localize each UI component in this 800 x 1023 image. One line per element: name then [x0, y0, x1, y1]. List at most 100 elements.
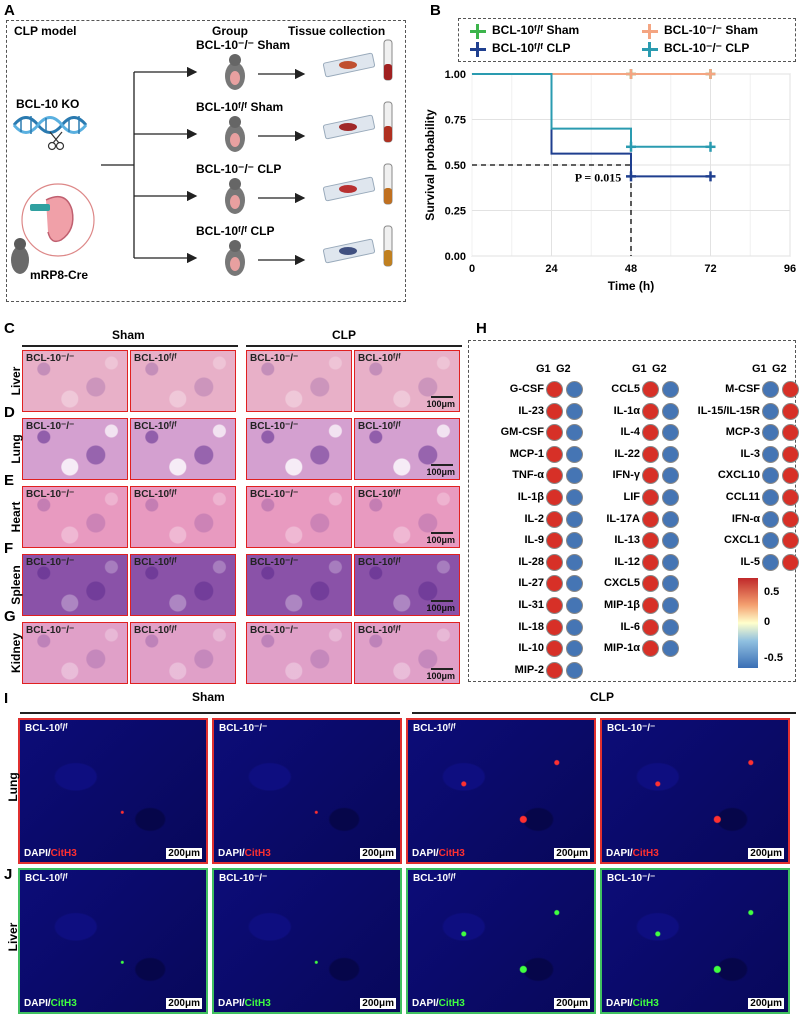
- fluo-image-lung-2: BCL-10ᶠ/ᶠ DAPI/CitH3 200μm: [406, 718, 596, 864]
- heatmap-cell-g1: [762, 532, 779, 550]
- genotype-label: BCL-10⁻/⁻: [607, 873, 656, 884]
- genotype-label: BCL-10ᶠ/ᶠ: [134, 557, 177, 568]
- fluo-sham-line: [20, 712, 400, 714]
- legend-symbol: [470, 42, 486, 57]
- heatmap-row-label: IL-1α: [613, 404, 640, 417]
- stain-dapi: DAPI/: [412, 848, 439, 859]
- group-label-2: BCL-10ᶠ/ᶠ Sham: [196, 100, 284, 114]
- histo-row-label-lung: Lung: [9, 434, 23, 464]
- scale-text: 200μm: [748, 998, 784, 1009]
- x-tick-label: 0: [469, 263, 475, 275]
- heatmap-row-label: MIP-2: [514, 663, 544, 676]
- scale-bar: [431, 396, 453, 398]
- panel-label-i: I: [4, 690, 9, 707]
- heatmap-cell-g1: [642, 424, 659, 442]
- heatmap-cell-g2: [782, 467, 799, 485]
- stain-dapi: DAPI/: [606, 848, 633, 859]
- heatmap-cell-g2: [662, 640, 679, 658]
- heatmap-cell-g1: [546, 402, 563, 420]
- stain-label: DAPI/CitH3: [606, 998, 659, 1009]
- stain-label: DAPI/CitH3: [412, 848, 465, 859]
- heatmap-cell-g1: [642, 467, 659, 485]
- histo-image-lung-2: BCL-10⁻/⁻: [246, 418, 352, 480]
- panel-label-a: A: [4, 2, 15, 19]
- heatmap-row-label: IL-18: [518, 620, 544, 633]
- stain-label: DAPI/CitH3: [218, 848, 271, 859]
- colorbar-tick-low: -0.5: [764, 652, 783, 664]
- histo-row-label-liver: Liver: [9, 366, 23, 396]
- heatmap-cell-g1: [762, 381, 779, 398]
- genotype-label: BCL-10⁻/⁻: [250, 421, 299, 432]
- heatmap-row-label: CCL5: [611, 383, 640, 395]
- heatmap-cell-g2: [782, 489, 799, 506]
- heatmap-cell-g1: [762, 445, 779, 463]
- stain-marker: CitH3: [50, 998, 77, 1009]
- heatmap-cell-g1: [546, 553, 563, 571]
- fluo-row-label-liver: Liver: [6, 922, 20, 952]
- genotype-label: BCL-10⁻/⁻: [26, 489, 75, 500]
- genotype-label: BCL-10ᶠ/ᶠ: [25, 723, 68, 734]
- histo-image-heart-2: BCL-10⁻/⁻: [246, 486, 352, 548]
- histo-row-label-spleen: Spleen: [9, 565, 23, 605]
- scale-text: 200μm: [554, 848, 590, 859]
- scale-text: 100μm: [426, 399, 455, 409]
- heatmap-cell-g1: [642, 510, 659, 528]
- legend-symbol: [642, 24, 658, 39]
- fluo-image-liver-2: BCL-10ᶠ/ᶠ DAPI/CitH3 200μm: [406, 868, 596, 1014]
- heatmap-row-label: M-CSF: [725, 383, 760, 395]
- histo-image-spleen-0: BCL-10⁻/⁻: [22, 554, 128, 616]
- heatmap-cell-g1: [642, 402, 659, 420]
- heatmap-cell-g1: [642, 553, 659, 571]
- heatmap-cell-g1: [546, 489, 563, 506]
- heatmap-cell-g2: [662, 553, 679, 571]
- scale-bar: [431, 668, 453, 670]
- panel-label-h: H: [476, 320, 487, 337]
- heatmap-cell-g2: [566, 640, 583, 658]
- heatmap-cell-g2: [566, 445, 583, 463]
- scale-text: 200μm: [166, 848, 202, 859]
- group-label-1: BCL-10⁻/⁻ Sham: [196, 38, 291, 52]
- heatmap-row-label: CXCL5: [603, 577, 640, 590]
- panel-label-g: G: [4, 608, 16, 625]
- genotype-label: BCL-10⁻/⁻: [26, 421, 75, 432]
- stain-dapi: DAPI/: [24, 848, 51, 859]
- heatmap-header-g2: G2: [556, 363, 571, 375]
- legend-label: BCL-10⁻/⁻ Sham: [664, 23, 759, 37]
- heatmap-row-label: IL-12: [614, 555, 640, 568]
- heatmap-cell-g1: [642, 618, 659, 636]
- heatmap-cell-g1: [546, 640, 563, 658]
- group-row-1: [225, 39, 393, 90]
- panel-label-d: D: [4, 404, 15, 421]
- heatmap-cell-g2: [566, 618, 583, 636]
- heatmap-row-label: IL-27: [518, 577, 544, 590]
- heatmap-cell-g2: [566, 489, 583, 506]
- heatmap-cell-g1: [546, 661, 563, 679]
- fluo-image-lung-3: BCL-10⁻/⁻ DAPI/CitH3 200μm: [600, 718, 790, 864]
- genotype-label: BCL-10⁻/⁻: [26, 557, 75, 568]
- stain-dapi: DAPI/: [606, 998, 633, 1009]
- genotype-label: BCL-10ᶠ/ᶠ: [134, 489, 177, 500]
- heatmap-cell-g1: [546, 618, 563, 636]
- stain-dapi: DAPI/: [218, 998, 245, 1009]
- heatmap-cell-g1: [642, 597, 659, 614]
- y-tick-label: 1.00: [445, 69, 466, 81]
- heatmap-cell-g2: [662, 424, 679, 442]
- group-row-4: [225, 225, 393, 276]
- stain-marker: CitH3: [50, 848, 77, 859]
- stain-label: DAPI/CitH3: [24, 848, 77, 859]
- heatmap-cell-g2: [566, 532, 583, 550]
- heatmap-cell-g2: [566, 597, 583, 614]
- heatmap-row-label: IL-28: [518, 555, 544, 568]
- fluo-image-lung-0: BCL-10ᶠ/ᶠ DAPI/CitH3 200μm: [18, 718, 208, 864]
- scale-bar: [431, 600, 453, 602]
- stain-label: DAPI/CitH3: [218, 998, 271, 1009]
- genotype-label: BCL-10ᶠ/ᶠ: [134, 421, 177, 432]
- heatmap-cell-g1: [642, 640, 659, 658]
- heatmap-cell-g1: [642, 532, 659, 550]
- genotype-label: BCL-10⁻/⁻: [26, 353, 75, 364]
- heatmap-cell-g2: [566, 510, 583, 528]
- heatmap-cell-g1: [762, 424, 779, 442]
- heatmap-cell-g1: [546, 424, 563, 442]
- heatmap-row-label: IL-5: [740, 555, 760, 568]
- heatmap-cell-g2: [782, 510, 799, 528]
